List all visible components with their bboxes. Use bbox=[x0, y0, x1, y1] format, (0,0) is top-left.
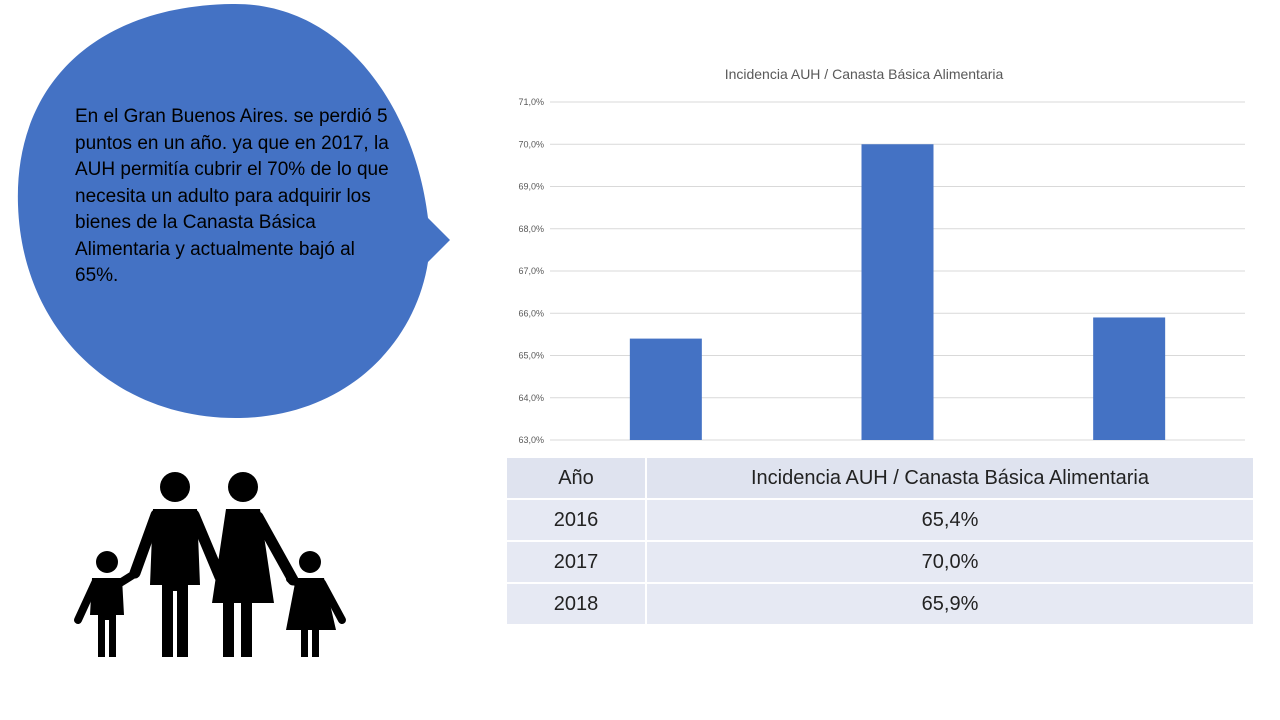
table-header-year: Año bbox=[507, 458, 647, 498]
chart-y-tick-label: 66,0% bbox=[518, 308, 544, 318]
chart-y-tick-label: 68,0% bbox=[518, 224, 544, 234]
chart-title: Incidencia AUH / Canasta Básica Alimenta… bbox=[725, 66, 1004, 82]
table-cell-value: 70,0% bbox=[647, 542, 1253, 582]
chart-y-tick-label: 71,0% bbox=[518, 97, 544, 107]
table-header-incidence: Incidencia AUH / Canasta Básica Alimenta… bbox=[647, 458, 1253, 498]
chart-y-axis: 63,0% 64,0% 65,0% 66,0% 67,0% 68,0% 69,0% 70,0%… bbox=[518, 97, 544, 445]
chart-bars bbox=[629, 144, 1166, 440]
table-header-row: Año Incidencia AUH / Canasta Básica Alim… bbox=[507, 458, 1253, 498]
bar-chart: Incidencia AUH / Canasta Básica Alimenta… bbox=[518, 66, 1245, 445]
chart-bar-2017 bbox=[861, 144, 934, 440]
speech-bubble-text: En el Gran Buenos Aires. se perdió 5 pun… bbox=[75, 106, 389, 286]
table-cell-year: 2017 bbox=[507, 542, 647, 582]
chart-y-tick-label: 65,0% bbox=[518, 351, 544, 361]
speech-bubble-shape bbox=[17, 3, 450, 419]
chart-y-tick-label: 67,0% bbox=[518, 266, 544, 276]
table-row: 2017 70,0% bbox=[507, 542, 1253, 582]
table-cell-value: 65,4% bbox=[647, 500, 1253, 540]
table-cell-value: 65,9% bbox=[647, 584, 1253, 624]
table-row: 2018 65,9% bbox=[507, 584, 1253, 624]
family-icon bbox=[74, 472, 346, 657]
chart-bar-2016 bbox=[629, 338, 702, 440]
table-cell-year: 2018 bbox=[507, 584, 647, 624]
table-cell-year: 2016 bbox=[507, 500, 647, 540]
chart-bar-2018 bbox=[1093, 317, 1166, 440]
chart-y-tick-label: 64,0% bbox=[518, 393, 544, 403]
speech-bubble bbox=[17, 3, 450, 419]
chart-y-tick-label: 63,0% bbox=[518, 435, 544, 445]
data-table: Año Incidencia AUH / Canasta Básica Alim… bbox=[507, 456, 1253, 626]
chart-y-tick-label: 70,0% bbox=[518, 139, 544, 149]
table-row: 2016 65,4% bbox=[507, 500, 1253, 540]
chart-y-tick-label: 69,0% bbox=[518, 182, 544, 192]
